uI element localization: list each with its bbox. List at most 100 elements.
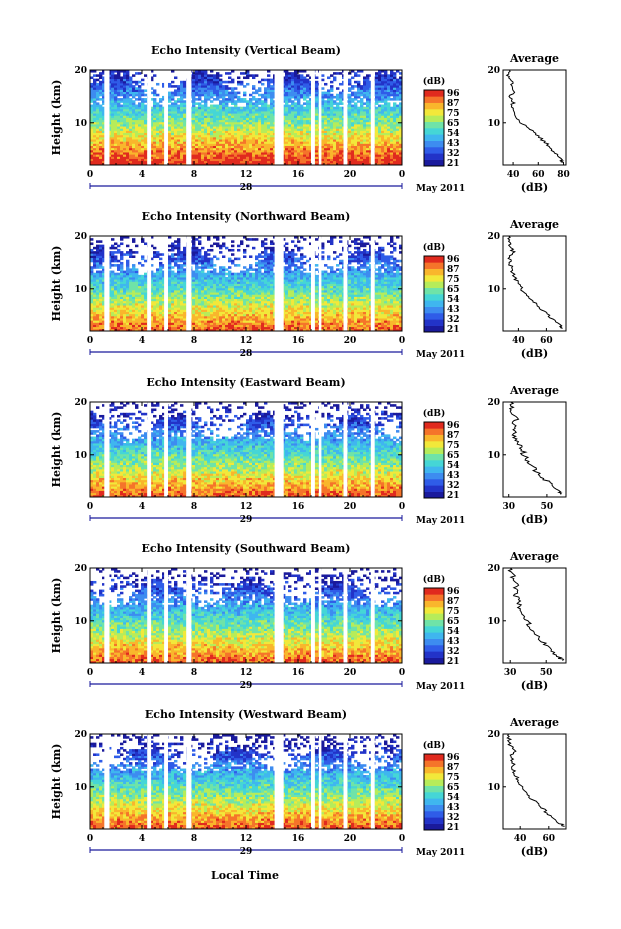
profile-x-label: (dB)	[521, 513, 548, 526]
profile-title: Average	[509, 716, 559, 729]
panel-1: Echo Intensity (Northward Beam) 0 4 8 12 16 20…	[50, 210, 567, 360]
colorbar-tick: 87	[447, 763, 460, 773]
x-tick-label: 0	[399, 170, 405, 180]
colorbar-tick: 65	[447, 119, 460, 129]
colorbar-tick: 65	[447, 783, 460, 793]
profile-line	[508, 401, 563, 495]
data-gap	[104, 402, 110, 497]
data-gap	[147, 568, 152, 663]
profile-x-tick: 50	[541, 502, 554, 512]
x-tick-label: 0	[399, 834, 405, 844]
data-gap	[311, 568, 315, 663]
panel-0: Echo Intensity (Vertical Beam) 0 4 8 12 16 20 0…	[50, 44, 570, 194]
data-gap	[186, 236, 192, 331]
day-label: 29	[240, 681, 253, 691]
colorbar-tick: 21	[447, 823, 460, 833]
x-tick-label: 20	[344, 668, 357, 678]
colorbar-tick: 21	[447, 657, 460, 667]
data-gap	[147, 236, 152, 331]
colorbar-tick: 43	[447, 471, 460, 481]
colorbar-tick: 87	[447, 597, 460, 607]
colorbar-unit: (dB)	[423, 574, 445, 585]
data-gap	[186, 402, 192, 497]
profile-line	[505, 69, 565, 163]
profile-y-tick: 10	[487, 451, 500, 461]
x-tick-label: 20	[344, 834, 357, 844]
y-tick-label: 10	[74, 783, 87, 793]
data-gap	[318, 568, 322, 663]
colorbar-unit: (dB)	[423, 76, 445, 87]
data-gap	[164, 568, 168, 663]
x-tick-label: 4	[139, 668, 145, 678]
y-axis-label: Height (km)	[50, 412, 63, 488]
y-tick-label: 20	[74, 564, 87, 574]
x-tick-label: 8	[191, 668, 197, 678]
data-gap	[104, 236, 110, 331]
profile-x-tick: 40	[507, 170, 520, 180]
data-gap	[104, 70, 110, 165]
profile-x-tick: 40	[514, 834, 527, 844]
colorbar-tick: 32	[447, 647, 460, 657]
panel-title: Echo Intensity (Westward Beam)	[145, 708, 347, 721]
data-gap	[186, 734, 192, 829]
day-label: 29	[240, 515, 253, 525]
profile-y-tick: 20	[487, 398, 500, 408]
data-gap	[370, 402, 375, 497]
colorbar-tick: 32	[447, 149, 460, 159]
profile-frame	[502, 401, 567, 498]
x-tick-label: 0	[399, 668, 405, 678]
x-tick-label: 20	[344, 502, 357, 512]
panel-title: Echo Intensity (Northward Beam)	[142, 210, 351, 223]
colorbar-tick: 75	[447, 109, 460, 119]
colorbar-tick: 75	[447, 773, 460, 783]
x-tick-label: 0	[87, 502, 93, 512]
colorbar-tick: 54	[447, 295, 460, 305]
profile-y-tick: 10	[487, 285, 500, 295]
x-tick-label: 0	[399, 336, 405, 346]
profile-title: Average	[509, 550, 559, 563]
profile-title: Average	[509, 218, 559, 231]
profile-y-tick: 20	[487, 66, 500, 76]
colorbar	[423, 421, 445, 499]
data-gap	[186, 70, 192, 165]
date-label: May 2011	[416, 184, 465, 194]
data-gap	[274, 568, 284, 663]
profile-line	[506, 733, 565, 827]
colorbar-tick: 87	[447, 265, 460, 275]
profile-y-tick: 20	[487, 730, 500, 740]
colorbar-tick: 43	[447, 637, 460, 647]
profile-x-tick: 30	[504, 668, 517, 678]
profile-frame	[502, 69, 567, 166]
x-tick-label: 8	[191, 502, 197, 512]
x-tick-label: 16	[292, 834, 305, 844]
colorbar-tick: 21	[447, 491, 460, 501]
data-gap	[274, 236, 284, 331]
profile-line	[507, 567, 565, 661]
colorbar-tick: 32	[447, 481, 460, 491]
data-gap	[164, 734, 168, 829]
y-tick-label: 20	[74, 232, 87, 242]
date-label: May 2011	[416, 682, 465, 692]
data-gap	[164, 236, 168, 331]
colorbar-tick: 75	[447, 275, 460, 285]
profile-x-label: (dB)	[521, 845, 548, 858]
data-gap	[311, 402, 315, 497]
day-label: 28	[240, 183, 253, 193]
colorbar-tick: 54	[447, 461, 460, 471]
panel-4: Echo Intensity (Westward Beam) 0 4 8 12 16 20 0…	[50, 708, 567, 858]
x-tick-label: 16	[292, 668, 305, 678]
panel-2: Echo Intensity (Eastward Beam) 0 4 8 12 16 20 0…	[50, 376, 567, 526]
x-tick-label: 12	[240, 502, 253, 512]
profile-frame	[502, 567, 567, 664]
data-gap	[164, 402, 168, 497]
data-gap	[104, 568, 110, 663]
colorbar	[423, 89, 445, 167]
x-tick-label: 16	[292, 502, 305, 512]
data-gap	[343, 402, 348, 497]
y-tick-label: 10	[74, 617, 87, 627]
y-tick-label: 20	[74, 66, 87, 76]
x-tick-label: 4	[139, 170, 145, 180]
colorbar-tick: 54	[447, 129, 460, 139]
data-gap	[370, 236, 375, 331]
colorbar-tick: 43	[447, 139, 460, 149]
